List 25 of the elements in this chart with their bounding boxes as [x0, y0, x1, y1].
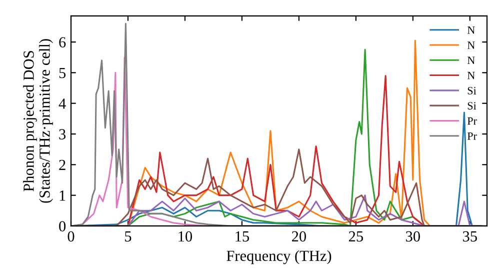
x-tick-label: 25 [348, 231, 363, 242]
legend-label: Si [468, 102, 476, 110]
y-tick-label: 3 [59, 129, 66, 140]
y-tick-label: 4 [58, 98, 66, 109]
x-tick-label: 20 [292, 231, 306, 242]
y-axis-title: Phonon projected DOS (States/THz·primitive cell) [23, 39, 53, 203]
y-tick-label: 0 [59, 221, 66, 232]
legend-label: N [467, 56, 475, 64]
x-tick-label: 15 [236, 231, 249, 242]
legend-label: Pr [467, 117, 477, 125]
y-tick-label: 5 [59, 68, 66, 78]
x-tick-label: 10 [178, 231, 192, 242]
y-tick-label: 1 [60, 190, 66, 201]
x-tick-label: 5 [125, 231, 132, 242]
legend-label: N [467, 26, 475, 34]
legend-label: N [467, 72, 475, 80]
x-axis-title: Frequency (THz) [226, 250, 332, 264]
legend-label: Pr [467, 132, 477, 140]
x-tick-label: 0 [68, 231, 74, 242]
y-tick-label: 6 [59, 37, 66, 48]
legend-label: Si [468, 86, 476, 94]
legend-label: N [467, 42, 475, 49]
x-tick-label: 35 [462, 231, 477, 242]
y-tick-label: 2 [59, 160, 66, 170]
x-tick-label: 30 [406, 231, 420, 242]
